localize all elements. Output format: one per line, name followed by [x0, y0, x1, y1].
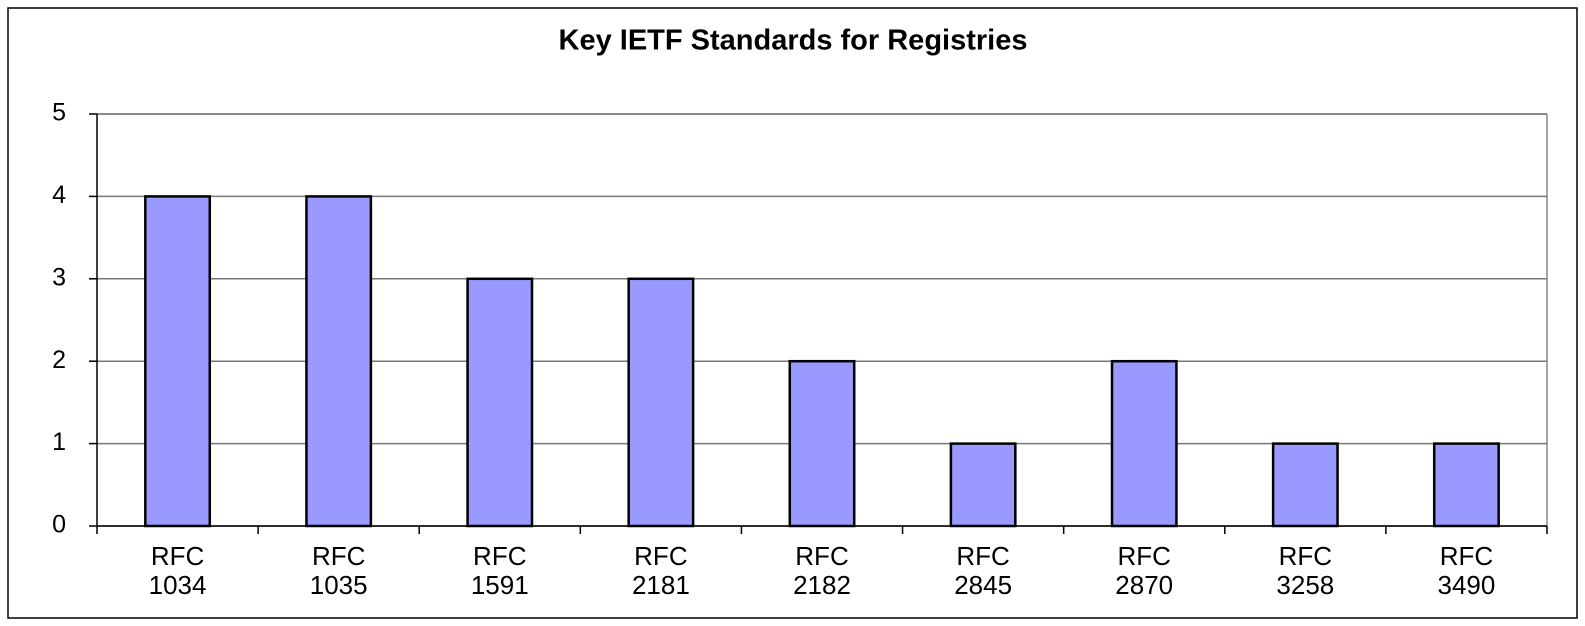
x-tick-label: RFC 2870: [1115, 541, 1174, 600]
y-tick-label: 1: [52, 428, 66, 456]
x-tick-label: RFC 3258: [1276, 541, 1335, 600]
y-tick-label: 3: [52, 263, 66, 291]
bar: [466, 277, 534, 528]
x-tick-label: RFC 2845: [954, 541, 1013, 600]
chart-title: Key IETF Standards for Registries: [559, 25, 1028, 57]
x-tick-label: RFC 3490: [1437, 541, 1496, 600]
x-tick-label: RFC 2181: [631, 541, 690, 600]
bar: [1110, 359, 1178, 528]
y-tick-label: 0: [52, 511, 66, 539]
y-tick-label: 2: [52, 346, 66, 374]
bar: [788, 359, 856, 528]
x-tick-label: RFC 1035: [309, 541, 368, 600]
bar: [1271, 442, 1339, 528]
bar: [144, 195, 212, 528]
bar: [305, 195, 373, 528]
bar: [627, 277, 695, 528]
y-tick-label: 4: [52, 181, 66, 209]
bar: [949, 442, 1017, 528]
x-tick-label: RFC 2182: [793, 541, 851, 600]
x-tick-label: RFC 1591: [470, 541, 529, 600]
x-tick-label: RFC 1034: [148, 541, 207, 600]
y-tick-label: 5: [52, 99, 66, 127]
bar: [1432, 442, 1500, 528]
